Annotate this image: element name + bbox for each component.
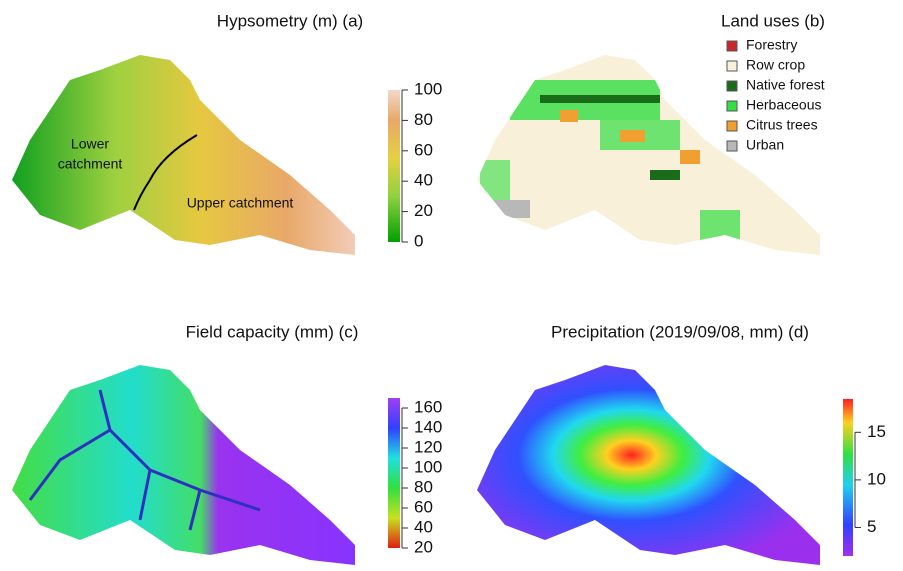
colorbar-tick-label: 20 [414, 201, 433, 220]
legend-label: Citrus trees [746, 117, 818, 133]
map-d [477, 365, 820, 565]
legend-label: Herbaceous [746, 97, 822, 113]
colorbar-tick-label: 40 [414, 171, 433, 190]
panel-title: Hypsometry (m) (a) [217, 11, 363, 30]
annotation: catchment [58, 156, 123, 172]
colorbar-tick-label: 140 [414, 417, 442, 436]
legend-swatch [727, 141, 737, 151]
legend-swatch [727, 121, 737, 131]
legend-label: Native forest [746, 77, 825, 93]
legend-swatch [727, 41, 737, 51]
legend-label: Row crop [746, 57, 805, 73]
colorbar-tick-label: 100 [414, 79, 442, 98]
annotation: Upper catchment [187, 195, 294, 211]
panel-title: Precipitation (2019/09/08, mm) (d) [551, 322, 809, 341]
annotation: Lower [71, 136, 109, 152]
colorbar-tick-label: 10 [867, 469, 886, 488]
colorbar-tick-label: 160 [414, 397, 442, 416]
colorbar-tick-label: 100 [414, 457, 442, 476]
colorbar-tick-label: 15 [867, 422, 886, 441]
colorbar-c [388, 398, 400, 548]
map-c [12, 365, 355, 565]
legend-label: Urban [746, 137, 784, 153]
colorbar-d [843, 399, 853, 556]
legend-swatch [727, 101, 737, 111]
colorbar-tick-label: 20 [414, 537, 433, 556]
colorbar-tick-label: 80 [414, 477, 433, 496]
colorbar-tick-label: 40 [414, 517, 433, 536]
colorbar-tick-label: 0 [414, 231, 423, 250]
panel-title: Land uses (b) [721, 11, 825, 30]
colorbar-tick-label: 60 [414, 140, 433, 159]
figure: Hypsometry (m) (a) Land uses (b) Field c… [0, 0, 903, 566]
colorbar-tick-label: 120 [414, 437, 442, 456]
colorbar-tick-label: 60 [414, 497, 433, 516]
colorbar-tick-label: 5 [867, 517, 876, 536]
legend-label: Forestry [746, 37, 797, 53]
panel-title: Field capacity (mm) (c) [186, 322, 359, 341]
colorbar-tick-label: 80 [414, 110, 433, 129]
legend-swatch [727, 81, 737, 91]
colorbar-a [388, 90, 400, 242]
legend-swatch [727, 61, 737, 71]
